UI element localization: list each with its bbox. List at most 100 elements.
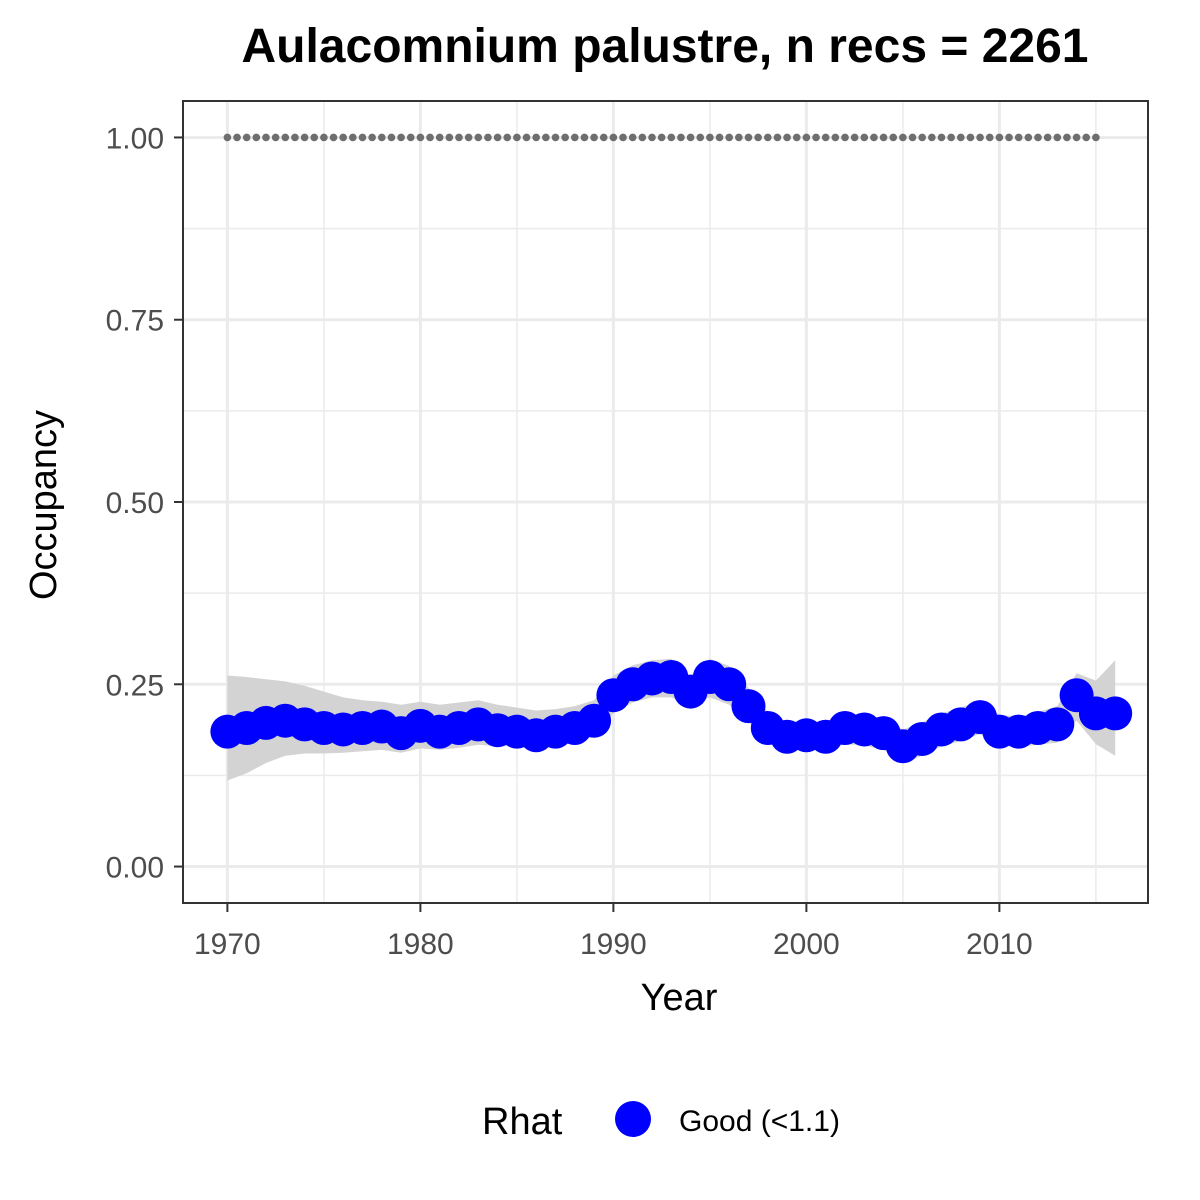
reference-dot (792, 133, 801, 142)
reference-dot (937, 133, 946, 142)
reference-dot (233, 133, 241, 142)
data-point-1997 (731, 689, 766, 724)
reference-dot (445, 133, 454, 142)
reference-dot (435, 133, 444, 142)
reference-dot (503, 133, 512, 142)
x-tick-label: 1990 (580, 928, 647, 961)
reference-dot (300, 133, 309, 142)
reference-dot (320, 133, 328, 142)
reference-dot (1024, 133, 1033, 142)
reference-dot (735, 133, 743, 142)
reference-dot (513, 133, 521, 142)
data-point-2013 (1040, 707, 1075, 742)
reference-dot (850, 133, 859, 142)
reference-dot (715, 133, 724, 142)
reference-dot (744, 133, 753, 142)
reference-dot (947, 133, 955, 142)
reference-dot (619, 133, 627, 142)
reference-dot (773, 133, 782, 142)
reference-dot (763, 133, 772, 142)
reference-dot (609, 133, 618, 142)
reference-dot (783, 133, 791, 142)
reference-dot (271, 133, 280, 142)
reference-dot (570, 133, 579, 142)
reference-dot (484, 133, 492, 142)
reference-dot (542, 133, 550, 142)
reference-dot (870, 133, 878, 142)
reference-dot (667, 133, 676, 142)
data-points-layer (210, 659, 1133, 764)
y-tick-label: 1.00 (106, 122, 164, 155)
reference-dot (908, 133, 917, 142)
reference-dot (281, 133, 290, 142)
reference-dot (754, 133, 762, 142)
legend-title: Rhat (482, 1101, 563, 1143)
reference-dot (580, 133, 589, 142)
reference-dot (397, 133, 405, 142)
y-tick-label: 0.25 (106, 669, 164, 702)
y-axis: 0.00 0.25 0.50 0.75 1.00 (106, 122, 183, 885)
reference-dot (889, 133, 898, 142)
reference-dot (1014, 133, 1023, 142)
reference-dot (802, 133, 811, 142)
reference-dot (599, 133, 608, 142)
reference-dot (377, 133, 386, 142)
reference-dot (1072, 133, 1081, 142)
data-point-1996 (712, 667, 747, 702)
x-axis-title: Year (641, 977, 718, 1019)
x-tick-label: 1980 (387, 928, 454, 961)
reference-dot (329, 133, 338, 142)
reference-dot (464, 133, 473, 142)
reference-dot (262, 133, 270, 142)
reference-dot (831, 133, 840, 142)
reference-dot (1053, 133, 1062, 142)
y-tick-label: 0.75 (106, 305, 164, 338)
reference-dot (899, 133, 907, 142)
reference-dot (551, 133, 560, 142)
reference-dot (841, 133, 849, 142)
reference-dot (455, 133, 463, 142)
legend-label-good: Good (<1.1) (679, 1105, 840, 1138)
reference-dot (628, 133, 637, 142)
reference-dot (522, 133, 531, 142)
reference-dot (725, 133, 733, 142)
y-tick-label: 0.50 (106, 487, 164, 520)
reference-dot (956, 133, 965, 142)
reference-dot (223, 133, 232, 142)
reference-dot (706, 133, 714, 142)
x-axis: 1970 1980 1990 2000 2010 (194, 903, 1033, 961)
reference-dot (1063, 133, 1071, 142)
data-point-2016 (1098, 696, 1133, 731)
reference-dot (976, 133, 984, 142)
reference-dot (474, 133, 483, 142)
legend: Rhat Good (<1.1) (482, 1101, 840, 1143)
reference-dot (696, 133, 705, 142)
x-tick-label: 2000 (773, 928, 840, 961)
reference-dot (1005, 133, 1013, 142)
reference-dot (1092, 133, 1100, 142)
reference-dot (879, 133, 888, 142)
reference-dot (416, 133, 425, 142)
reference-dot (252, 133, 261, 142)
reference-dot (812, 133, 820, 142)
legend-key-good (615, 1101, 651, 1137)
reference-dot (648, 133, 656, 142)
reference-dot (1082, 133, 1091, 142)
y-axis-title: Occupancy (23, 410, 65, 600)
reference-dot (291, 133, 299, 142)
reference-dot (928, 133, 936, 142)
y-tick-label: 0.00 (106, 852, 164, 885)
data-point-1989 (577, 703, 612, 738)
reference-dot (1034, 133, 1042, 142)
x-tick-label: 2010 (966, 928, 1033, 961)
reference-dot (242, 133, 251, 142)
reference-dot (349, 133, 357, 142)
reference-dots-layer (223, 133, 1100, 142)
reference-dot (995, 133, 1004, 142)
reference-dot (1043, 133, 1052, 142)
reference-dot (821, 133, 830, 142)
reference-dot (387, 133, 396, 142)
reference-dot (677, 133, 685, 142)
reference-dot (657, 133, 666, 142)
